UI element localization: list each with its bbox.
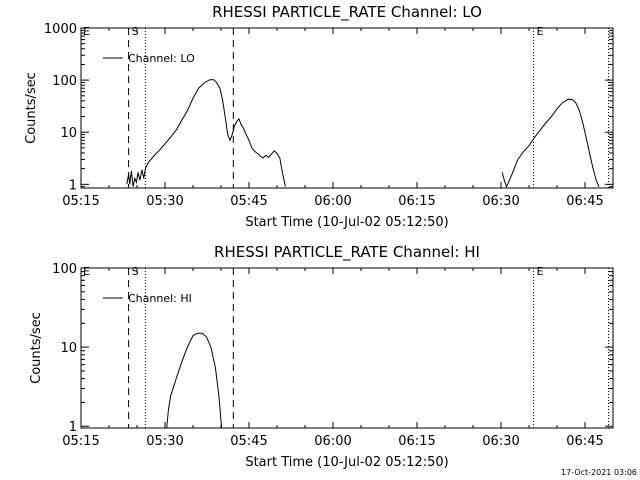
plot-frame (80, 27, 614, 189)
x-tick-label: 06:00 (314, 434, 351, 449)
x-tick-label: 05:15 (62, 194, 99, 209)
data-series-line (501, 98, 600, 189)
x-tick-label: 06:15 (398, 194, 435, 209)
y-tick-label: 1 (69, 178, 77, 193)
y-tick-label: 10 (60, 341, 77, 356)
plot-frame (80, 267, 614, 429)
x-tick-label: 05:15 (62, 434, 99, 449)
marker-label: E (536, 265, 543, 278)
marker-label: E (536, 25, 543, 38)
x-tick-label: 06:30 (482, 194, 519, 209)
chart-title: RHESSI PARTICLE_RATE Channel: HI (214, 243, 480, 262)
y-tick-label: 10 (60, 126, 77, 141)
y-tick-label: 1 (69, 420, 77, 435)
x-tick-label: 06:45 (566, 434, 603, 449)
legend-label: Channel: HI (128, 292, 192, 305)
y-axis-label: Counts/sec (29, 312, 44, 384)
chart-panel-lo: RHESSI PARTICLE_RATE Channel: LO Start T… (24, 3, 614, 230)
x-axis-label: Start Time (10-Jul-02 05:12:50) (245, 455, 448, 470)
marker-label: E (83, 25, 90, 38)
y-tick-label: 100 (52, 74, 77, 89)
chart-title: RHESSI PARTICLE_RATE Channel: LO (212, 3, 482, 22)
marker-label: E (83, 265, 90, 278)
chart-panel-hi: RHESSI PARTICLE_RATE Channel: HI Start T… (29, 243, 614, 470)
x-tick-label: 05:45 (230, 434, 267, 449)
x-tick-label: 05:30 (146, 434, 183, 449)
legend-label: Channel: LO (128, 52, 195, 65)
x-tick-label: 06:45 (566, 194, 603, 209)
x-tick-label: 06:15 (398, 434, 435, 449)
x-axis-label: Start Time (10-Jul-02 05:12:50) (245, 215, 448, 230)
x-tick-label: 05:30 (146, 194, 183, 209)
x-tick-label: 06:30 (482, 434, 519, 449)
data-series-line (126, 79, 286, 187)
y-axis-label: Counts/sec (24, 72, 39, 144)
marker-label: S (132, 265, 139, 278)
x-tick-label: 05:45 (230, 194, 267, 209)
x-tick-label: 06:00 (314, 194, 351, 209)
y-tick-label: 100 (52, 262, 77, 277)
marker-label: S (132, 25, 139, 38)
footer-timestamp: 17-Oct-2021 03:06 (561, 468, 637, 477)
data-series-line (166, 332, 223, 429)
y-tick-label: 1000 (44, 22, 77, 37)
